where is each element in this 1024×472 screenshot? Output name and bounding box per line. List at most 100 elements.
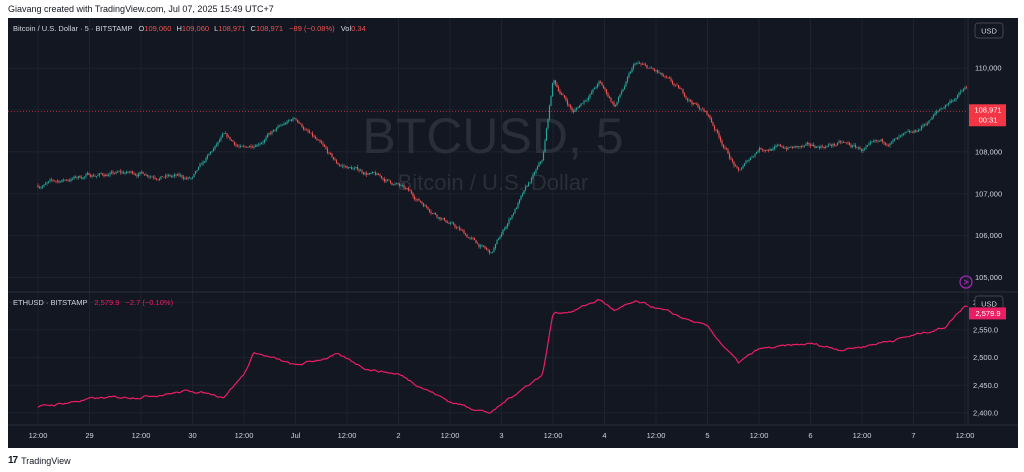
btc-candle-body [536, 166, 539, 170]
btc-candle-body [352, 168, 354, 170]
btc-candle-body [509, 218, 512, 220]
btc-candle-body [229, 136, 231, 140]
btc-candle-body [707, 114, 710, 116]
btc-candle-body [526, 186, 528, 187]
btc-candle-body [602, 85, 605, 89]
btc-candle-body [218, 140, 221, 142]
btc-candle-body [92, 175, 95, 177]
btc-candle-body [928, 120, 930, 124]
btc-candle-body [949, 100, 951, 104]
btc-candle-body [797, 146, 800, 148]
btc-open: 109,060 [144, 24, 171, 33]
tradingview-logo-icon: 17 [8, 455, 18, 466]
btc-candle-body [101, 173, 104, 175]
btc-candle-body [292, 118, 294, 121]
btc-candle-body [439, 217, 441, 220]
btc-candle-body [131, 171, 134, 174]
eth-legend[interactable]: ETHUSD · BITSTAMP 2,579.9 −2.7 (−0.10%) [13, 298, 174, 307]
btc-candle-body [83, 176, 86, 178]
btc-candle-body [689, 99, 692, 102]
btc-candle-body [832, 144, 834, 146]
btc-candle-body [334, 159, 336, 161]
btc-open-label: O [138, 24, 144, 33]
time-scale[interactable]: 12:00 29 12:00 30 12:00 Jul 12:00 2 12:00 3 12:00 4… [29, 431, 975, 440]
btc-candle-body [730, 158, 732, 160]
btc-candle-body [952, 100, 954, 102]
btc-candle-body [280, 125, 282, 126]
btc-candle-body [451, 222, 453, 224]
btc-candle-body [548, 105, 551, 120]
btc-candle-body [851, 145, 854, 147]
eth-price-line [37, 299, 968, 414]
btc-candle-body [868, 143, 870, 146]
btc-candle-body [733, 161, 735, 166]
btc-candle-body [598, 81, 600, 85]
btc-legend[interactable]: Bitcoin / U.S. Dollar · 5 · BITSTAMP O10… [13, 24, 366, 33]
btc-candle-body [694, 103, 696, 104]
btc-candle-body [800, 145, 803, 147]
x-tick: 12:00 [750, 431, 769, 440]
alert-clock-icon[interactable] [959, 275, 973, 289]
btc-candle-body [320, 141, 323, 144]
btc-candle-body [775, 145, 777, 147]
btc-candle-body [316, 138, 318, 140]
eth-legend-price: 2,579.9 [94, 298, 119, 307]
btc-candle-body [368, 173, 371, 175]
btc-candle-body [722, 144, 725, 148]
btc-legend-symbol: Bitcoin / U.S. Dollar · 5 · BITSTAMP [13, 24, 132, 33]
btc-candle-body [824, 146, 827, 149]
btc-candle-body [701, 108, 704, 110]
btc-candle-body [601, 82, 603, 86]
btc-candle-body [907, 131, 909, 132]
btc-candle-body [517, 203, 519, 208]
tradingview-logo[interactable]: 17 TradingView [8, 455, 71, 466]
btc-candle-body [76, 177, 78, 179]
btc-candle-body [215, 144, 218, 146]
btc-candle-body [527, 182, 530, 187]
btc-candle-body [892, 140, 894, 142]
btc-candle-body [760, 148, 762, 150]
btc-candle-body [541, 160, 543, 162]
btc-candle-body [850, 145, 852, 147]
btc-candle-body [826, 146, 828, 147]
btc-candle-body [677, 84, 680, 89]
chart-frame[interactable]: BTCUSD, 5 Bitcoin / U.S. Dollar 105,000 1… [8, 18, 1018, 448]
btc-candle-body [766, 149, 768, 151]
chart-canvas[interactable]: BTCUSD, 5 Bitcoin / U.S. Dollar 105,000 1… [8, 18, 1018, 448]
watermark-name: Bitcoin / U.S. Dollar [398, 170, 589, 195]
btc-candle-body [161, 176, 164, 178]
btc-candle-body [704, 111, 707, 112]
btc-candle-body [686, 98, 689, 101]
btc-candle-body [47, 181, 50, 183]
btc-candle-body [790, 146, 792, 148]
btc-candle-body [65, 179, 68, 181]
btc-currency-button[interactable]: USD [974, 22, 1004, 39]
btc-candle-body [262, 142, 264, 143]
x-tick: 30 [188, 431, 196, 440]
btc-candle-body [176, 174, 179, 176]
btc-candle-body [487, 249, 489, 250]
btc-candle-body [344, 166, 347, 167]
btc-y-tick: 108,000 [975, 147, 1002, 156]
btc-candle-body [650, 67, 653, 69]
btc-candle-body [899, 135, 902, 137]
btc-candle-body [631, 68, 633, 73]
btc-price-scale[interactable]: 105,000106,000107,000108,000109,000110,0… [975, 64, 1002, 282]
btc-candle-body [317, 139, 320, 141]
btc-candle-body [257, 144, 260, 146]
btc-candle-body [265, 137, 267, 140]
btc-candle-body [883, 141, 885, 144]
btc-candle-body [502, 229, 504, 234]
btc-candle-body [815, 146, 818, 148]
btc-candle-body [836, 142, 839, 146]
btc-candle-body [481, 245, 483, 247]
btc-candle-body [305, 129, 308, 131]
btc-candle-body [341, 165, 344, 167]
btc-candle-body [169, 175, 171, 177]
btc-candle-body [172, 175, 174, 177]
btc-candle-body [871, 141, 873, 143]
btc-candle-body [62, 179, 65, 181]
btc-countdown: 00:31 [979, 115, 998, 124]
btc-candle-body [901, 134, 903, 136]
btc-candle-body [571, 107, 573, 111]
